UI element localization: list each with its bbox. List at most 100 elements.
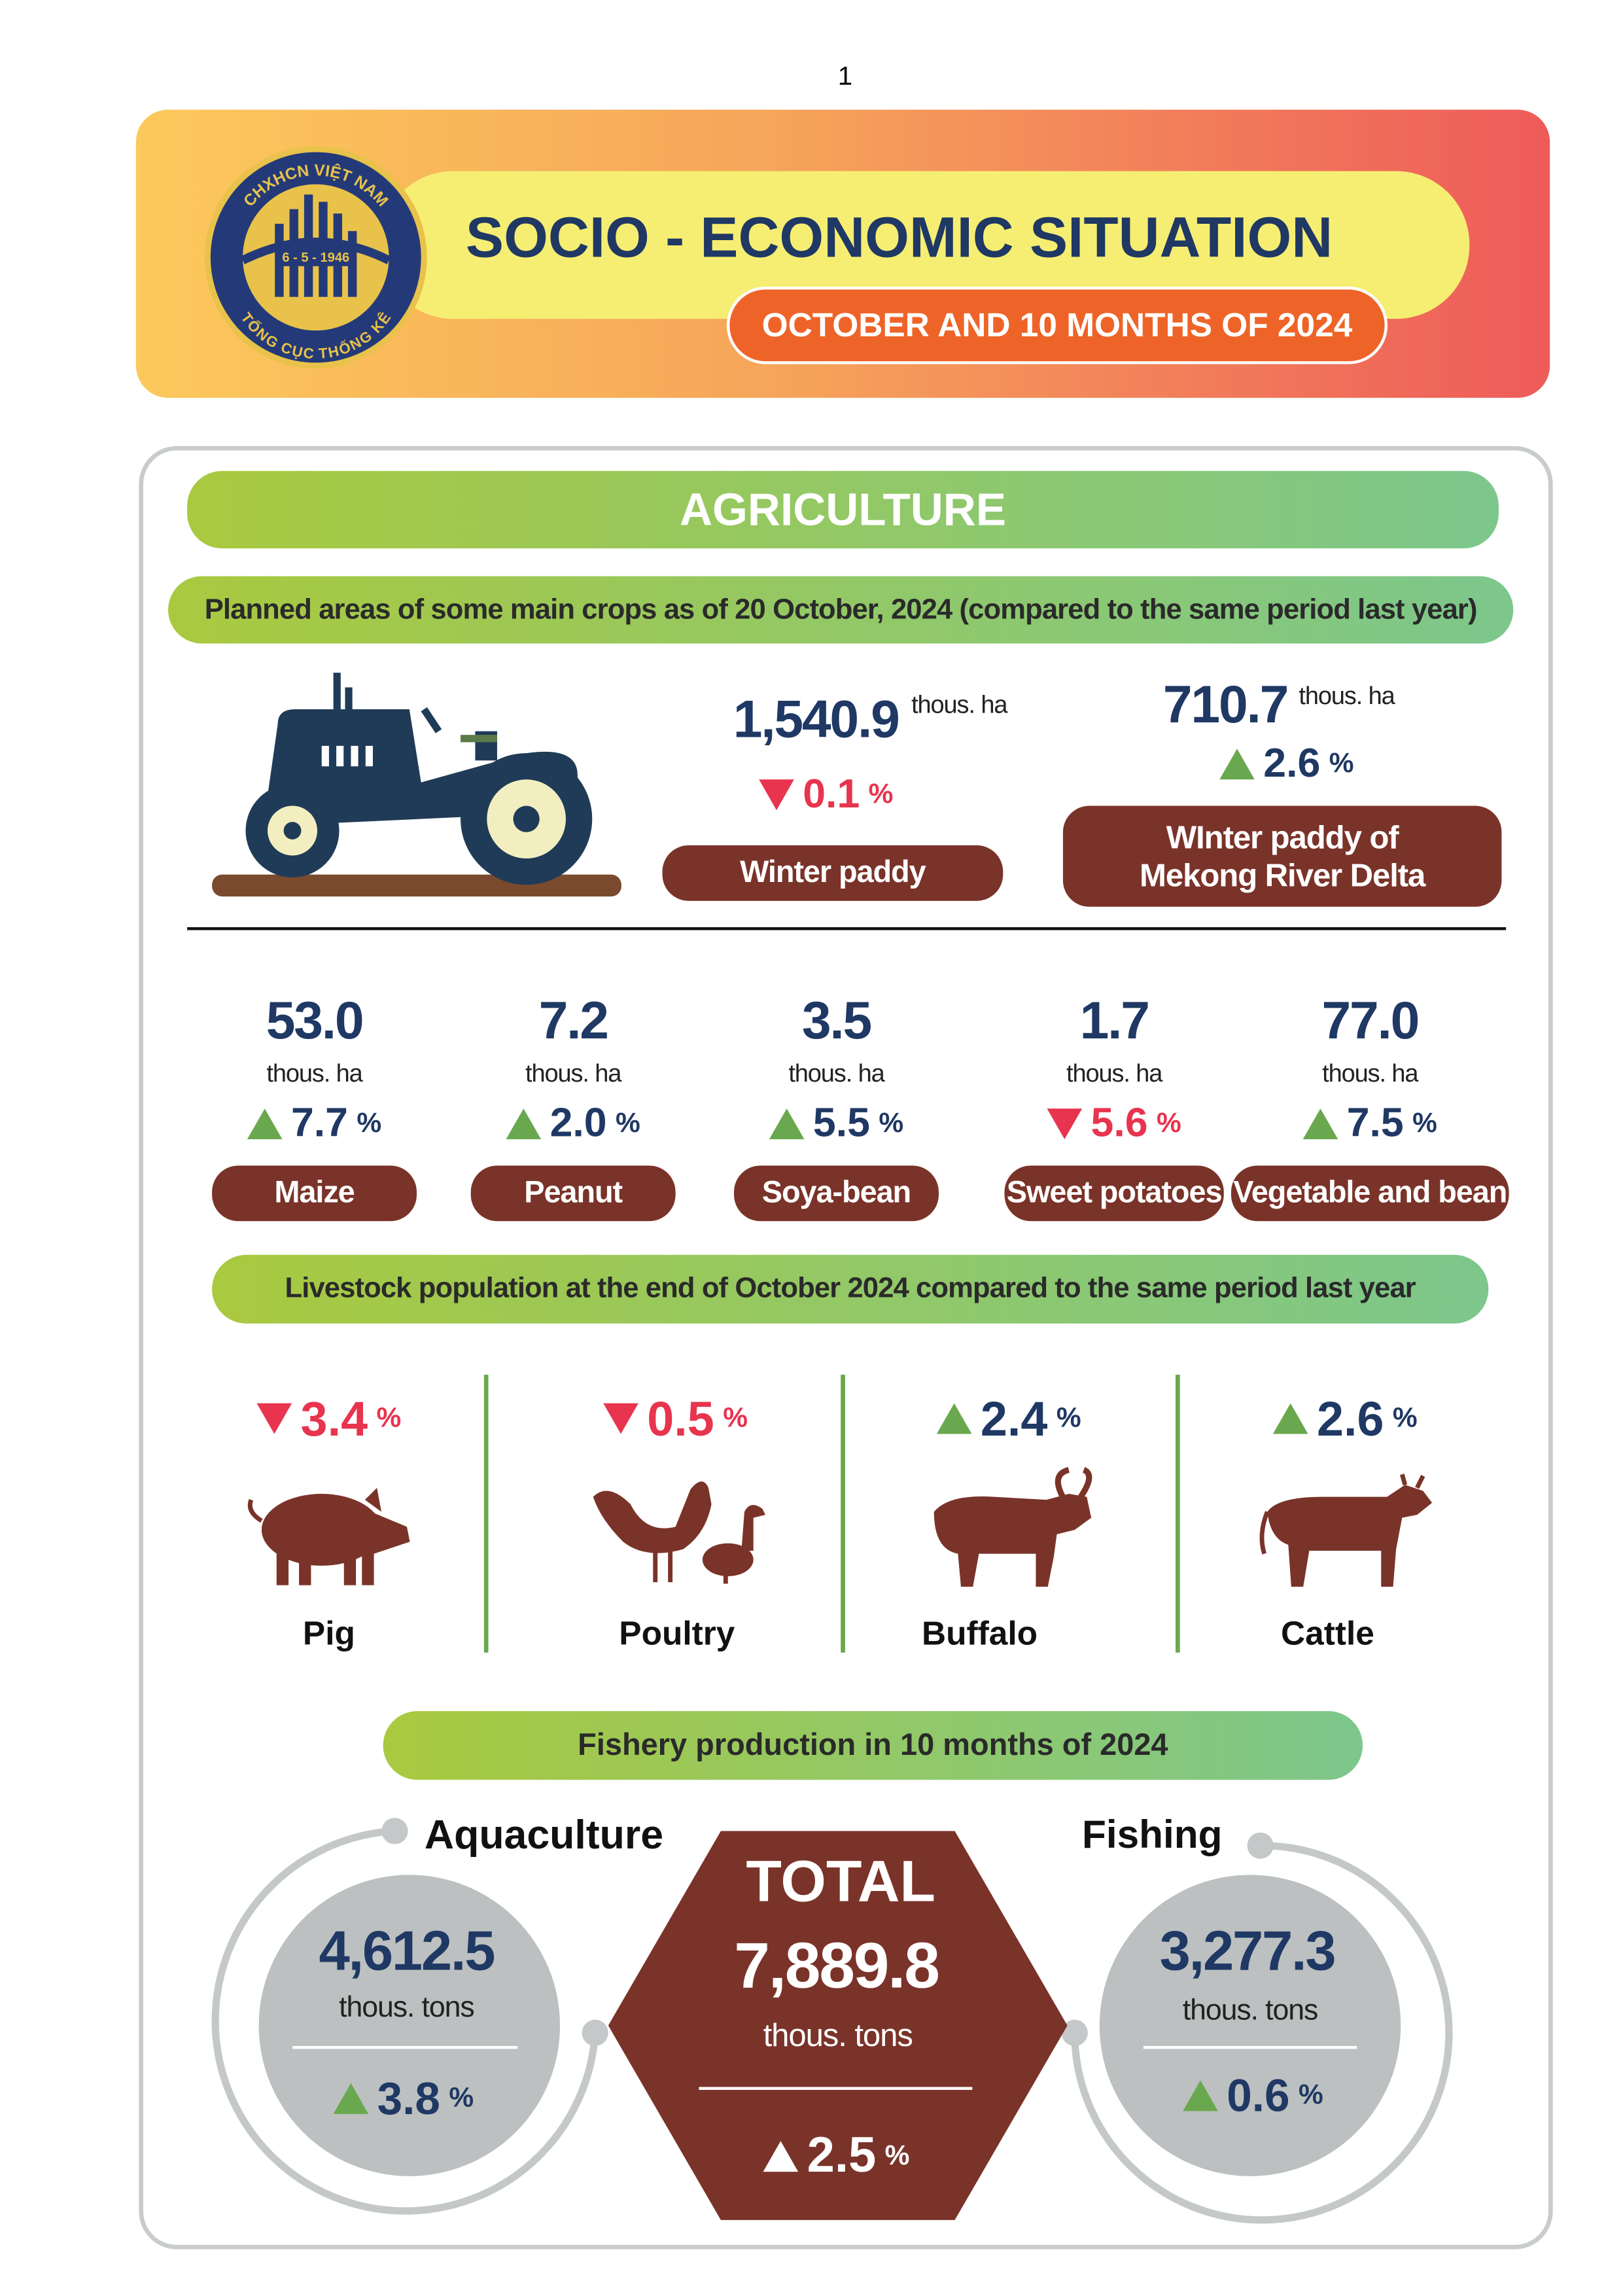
change-indicator: 3.4% [256, 1394, 402, 1443]
change-value: 2.4 [980, 1391, 1048, 1446]
trend-arrow [333, 2083, 369, 2114]
change-unit: % [1156, 1108, 1181, 1139]
change-indicator: 2.6% [1272, 1391, 1418, 1446]
change-value: 5.6 [1091, 1099, 1148, 1146]
trend-arrow [763, 2140, 799, 2172]
change-value: 7.7 [290, 1099, 348, 1146]
label-line: WInter paddy of [1166, 819, 1399, 856]
livestock-name: Poultry [619, 1614, 735, 1652]
change-value: 2.5 [807, 2128, 877, 2184]
livestock-icon [934, 1466, 1092, 1587]
change-indicator: 2.6% [1219, 742, 1354, 784]
column-divider [1176, 1374, 1180, 1653]
crop-unit: thous. ha [911, 691, 1007, 719]
change-indicator: 3.8% [333, 2073, 474, 2125]
crop-value: 3.5 [801, 990, 872, 1050]
page-title: SOCIO - ECONOMIC SITUATION [465, 207, 1333, 270]
livestock-name: Pig [302, 1614, 355, 1652]
total-value: 7,889.8 [734, 1930, 940, 2002]
crop-value: 710.7 [1162, 674, 1289, 735]
livestock-icon [247, 1487, 410, 1585]
label-line: Sweet potatoes [1006, 1175, 1223, 1210]
fishery-unit: thous. tons [339, 1992, 475, 2024]
trend-arrow [1272, 1403, 1308, 1434]
content-panel [139, 446, 1553, 2250]
fishery-unit: thous. tons [1182, 1994, 1319, 2027]
change-unit: % [376, 1403, 402, 1434]
trend-arrow [769, 1108, 805, 1139]
crop-label: Sweet potatoes [1004, 1165, 1224, 1222]
change-unit: % [884, 2140, 910, 2172]
change-indicator: 2.4% [936, 1391, 1081, 1446]
change-unit: % [879, 1108, 904, 1139]
crop-label: WInter paddy of Mekong River Delta [1062, 805, 1502, 907]
label-line: Vegetable and bean [1233, 1175, 1507, 1210]
trend-arrow [936, 1403, 972, 1434]
change-unit: % [1412, 1108, 1437, 1139]
change-unit: % [1056, 1403, 1081, 1434]
change-indicator: 5.6% [1047, 1099, 1181, 1146]
livestock-heading: Livestock population at the end of Octob… [212, 1254, 1489, 1324]
crop-unit: thous. ha [1322, 1059, 1418, 1087]
crop-unit: thous. ha [1066, 1059, 1162, 1087]
change-unit: % [868, 779, 894, 810]
trend-arrow [247, 1108, 283, 1139]
change-indicator: 5.5% [769, 1099, 904, 1146]
change-value: 5.5 [812, 1099, 870, 1146]
trend-arrow [1183, 2080, 1218, 2111]
fishery-shapes [211, 1818, 1453, 2224]
page-number: 1 [837, 61, 853, 91]
trend-arrow [256, 1403, 292, 1434]
fishery-heading: Fishery production in 10 months of 2024 [383, 1711, 1363, 1780]
column-divider [841, 1374, 845, 1653]
label-line: Maize [274, 1175, 355, 1210]
change-value: 0.5 [647, 1391, 714, 1446]
fishery-label: Fishing [1081, 1812, 1223, 1857]
crop-unit: thous. ha [788, 1059, 884, 1087]
logo: 6 - 5 - 1946 CHXHCN VIỆT NAM TỔNG CỤC TH… [204, 146, 427, 369]
change-value: 2.0 [550, 1099, 607, 1146]
section-title: AGRICULTURE [187, 470, 1499, 549]
subtitle: OCTOBER AND 10 MONTHS OF 2024 [726, 287, 1388, 364]
label-line: Winter paddy [740, 855, 926, 889]
change-value: 2.6 [1316, 1391, 1384, 1446]
livestock-name: Cattle [1281, 1614, 1374, 1652]
label-line: Peanut [524, 1175, 623, 1210]
crop-label: Vegetable and bean [1230, 1165, 1509, 1222]
change-value: 3.8 [377, 2073, 440, 2125]
livestock-icon [593, 1481, 765, 1584]
crop-value: 1,540.9 [733, 688, 900, 749]
logo-date: 6 - 5 - 1946 [282, 251, 349, 265]
trend-arrow [506, 1108, 542, 1139]
crop-unit: thous. ha [266, 1059, 362, 1087]
divider [187, 927, 1507, 930]
crop-label: Maize [212, 1165, 417, 1222]
label-line: Mekong River Delta [1140, 856, 1425, 893]
trend-arrow [1047, 1108, 1083, 1139]
change-indicator: 7.7% [247, 1099, 381, 1146]
change-indicator: 0.1% [759, 773, 893, 815]
crop-label: Winter paddy [662, 845, 1003, 901]
change-value: 0.6 [1227, 2070, 1290, 2122]
column-divider [483, 1374, 489, 1653]
livestock-icon [1259, 1474, 1433, 1587]
change-indicator: 0.6% [1183, 2070, 1323, 2122]
crops-heading: Planned areas of some main crops as of 2… [168, 576, 1514, 644]
label-line: Soya-bean [761, 1175, 911, 1210]
crop-unit: thous. ha [525, 1059, 621, 1087]
tractor-icon [212, 673, 621, 897]
crop-label: Soya-bean [734, 1165, 939, 1222]
fishery-value: 3,277.3 [1159, 1921, 1336, 1983]
crop-value: 7.2 [538, 990, 609, 1050]
trend-arrow [603, 1403, 638, 1434]
fishery-label: Aquaculture [424, 1812, 664, 1858]
livestock-name: Buffalo [921, 1614, 1038, 1652]
crop-unit: thous. ha [1299, 682, 1395, 711]
change-unit: % [449, 2083, 474, 2114]
change-indicator: 7.5% [1302, 1099, 1437, 1146]
change-value: 7.5 [1346, 1099, 1404, 1146]
change-unit: % [1298, 2080, 1323, 2111]
trend-arrow [1302, 1108, 1338, 1139]
total-label: TOTAL [746, 1850, 936, 1915]
